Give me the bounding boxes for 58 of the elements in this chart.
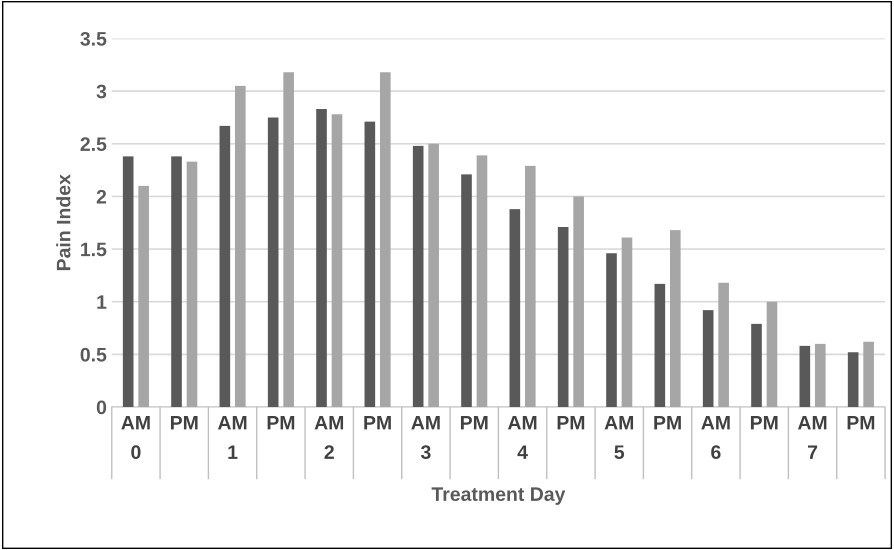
bar: [316, 109, 327, 407]
bar: [268, 117, 278, 407]
bar: [283, 72, 294, 407]
y-tick-label: 2: [96, 190, 106, 204]
bar: [510, 209, 520, 407]
x-tick-label: AM 7: [798, 416, 826, 459]
bar: [412, 146, 424, 407]
bar: [718, 282, 729, 407]
bar: [573, 196, 584, 407]
bar: [380, 72, 391, 407]
x-tick-label: AM 3: [411, 416, 440, 460]
bar: [524, 166, 536, 407]
x-tick-label: PM: [170, 416, 198, 430]
bar: [186, 162, 198, 407]
x-axis-title: Treatment Day: [432, 487, 566, 505]
bar: [220, 126, 230, 407]
y-tick-label: 3.5: [80, 32, 106, 46]
bar: [234, 86, 246, 407]
bar: [654, 284, 666, 407]
bar: [863, 342, 874, 407]
y-tick-label: 3: [96, 84, 106, 98]
y-tick-label: 1.5: [81, 242, 106, 256]
bar: [848, 352, 858, 407]
bar: [670, 230, 681, 407]
bar: [558, 226, 568, 407]
x-tick-label: AM 4: [508, 416, 536, 459]
bar: [800, 346, 810, 407]
x-tick-label: AM 1: [218, 416, 246, 459]
bar: [138, 186, 149, 407]
bar: [171, 156, 182, 407]
x-tick-label: AM 0: [121, 416, 150, 460]
bar: [428, 144, 439, 407]
bar: [476, 155, 488, 407]
x-tick-label: PM: [558, 416, 584, 430]
bar: [702, 310, 714, 407]
x-tick-label: AM 5: [604, 416, 634, 460]
x-tick-label: AM 6: [701, 416, 730, 460]
x-tick-label: PM: [848, 416, 874, 430]
x-tick-label: PM: [750, 416, 778, 430]
x-tick-label: PM: [460, 416, 488, 430]
x-tick-label: PM: [268, 416, 294, 430]
bar: [606, 253, 617, 407]
x-tick-label: PM: [364, 416, 391, 430]
bar: [751, 324, 762, 407]
bar: [622, 237, 632, 407]
x-tick-label: PM: [654, 416, 681, 430]
bar: [814, 344, 826, 407]
y-tick-label: 1: [97, 295, 106, 309]
x-tick-label: AM 2: [314, 416, 344, 459]
y-tick-label: 2.5: [80, 137, 106, 152]
bar: [766, 302, 778, 407]
y-axis-title: Pain Index: [56, 174, 70, 270]
y-tick-label: 0: [96, 400, 106, 414]
bar: [332, 114, 342, 407]
bar: [364, 122, 376, 407]
y-tick-label: 0.5: [80, 348, 106, 362]
bar: [122, 156, 134, 407]
bar: [461, 174, 472, 407]
